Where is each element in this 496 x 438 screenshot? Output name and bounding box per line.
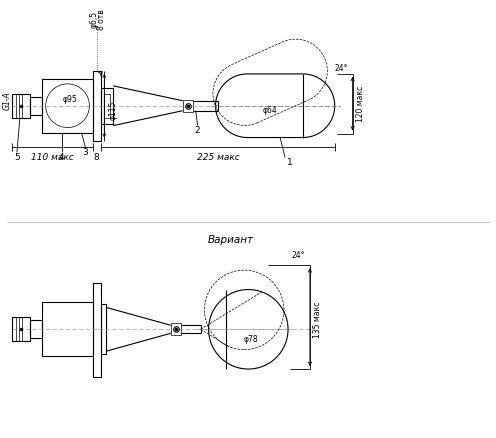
Bar — [104, 94, 110, 118]
Text: 5: 5 — [14, 153, 20, 162]
Bar — [42, 303, 93, 356]
Bar — [183, 100, 193, 112]
Text: 8 отв: 8 отв — [97, 9, 106, 30]
Bar — [171, 323, 181, 335]
Text: φ115: φ115 — [108, 101, 117, 120]
Text: 8: 8 — [93, 153, 99, 162]
Bar — [93, 283, 101, 377]
Text: 24°: 24° — [292, 251, 305, 260]
Text: φ6,5: φ6,5 — [90, 11, 99, 28]
Bar — [42, 79, 93, 133]
Text: Вариант: Вариант — [207, 235, 253, 245]
Text: 225 макс: 225 макс — [196, 153, 240, 162]
Text: 120 макс: 120 макс — [356, 85, 365, 122]
Text: 110 макс: 110 макс — [31, 153, 74, 162]
Text: 24°: 24° — [334, 64, 348, 74]
Bar — [12, 94, 30, 118]
Text: φ64: φ64 — [263, 106, 278, 115]
Bar — [30, 320, 42, 338]
Text: 2: 2 — [195, 126, 200, 135]
Bar — [101, 88, 113, 124]
Text: φ78: φ78 — [244, 335, 258, 344]
Text: 3: 3 — [82, 148, 88, 157]
Text: G1-A: G1-A — [2, 92, 11, 110]
Text: 1: 1 — [287, 158, 293, 167]
Text: φ95: φ95 — [62, 95, 77, 104]
Text: 4: 4 — [59, 153, 64, 162]
Text: 135 макс: 135 макс — [313, 301, 322, 338]
Bar — [93, 71, 101, 141]
Bar — [12, 318, 30, 341]
Bar — [30, 97, 42, 115]
Bar — [101, 304, 106, 354]
